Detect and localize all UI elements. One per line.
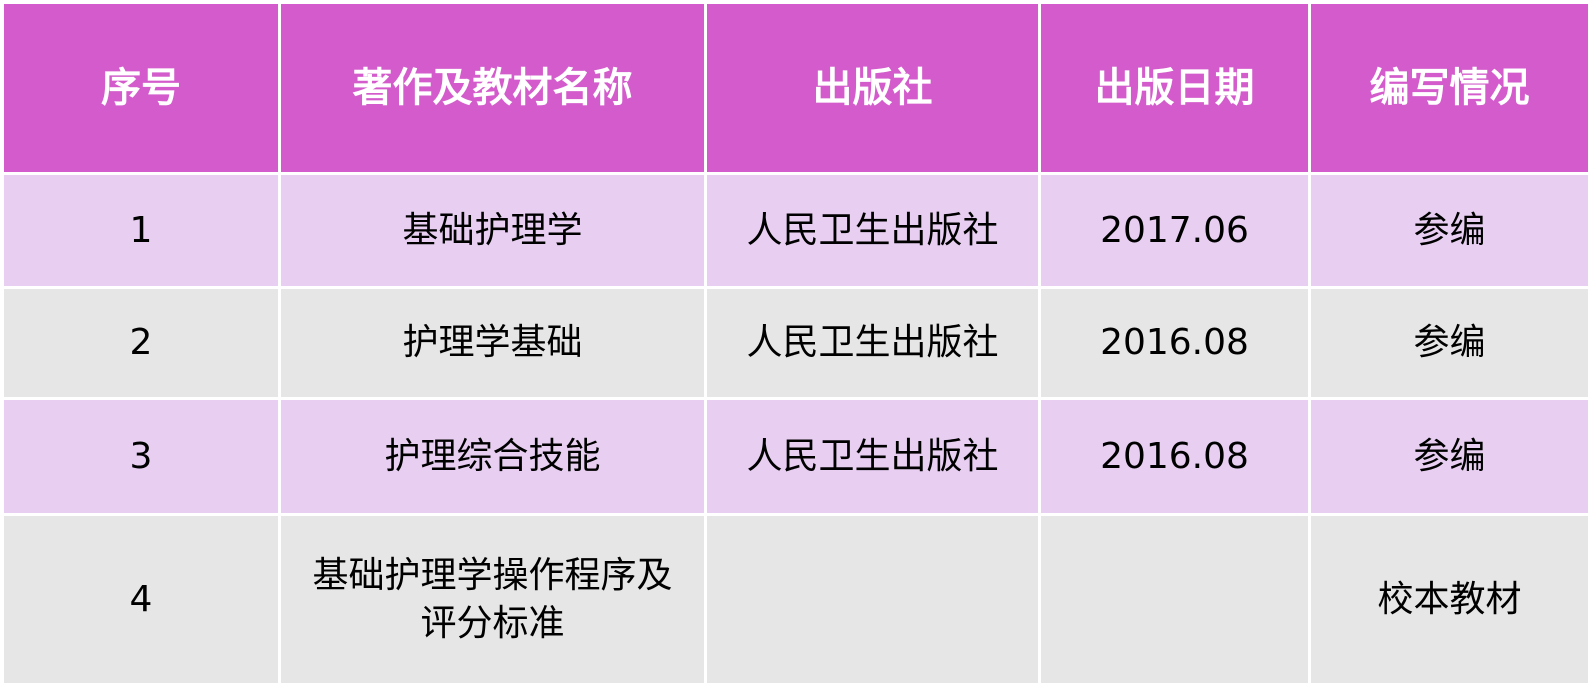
header-date: 出版日期: [1038, 1, 1311, 175]
cell-no: 1: [1, 172, 281, 289]
header-publisher: 出版社: [704, 1, 1041, 175]
cell-date: 2016.08: [1038, 397, 1311, 516]
cell-no: 4: [1, 513, 281, 686]
table-row: 4 基础护理学操作程序及评分标准 校本教材: [1, 513, 1591, 686]
cell-title: 基础护理学操作程序及评分标准: [278, 513, 707, 686]
header-title: 著作及教材名称: [278, 1, 707, 175]
table-row: 2 护理学基础 人民卫生出版社 2016.08 参编: [1, 286, 1591, 400]
header-row: 序号 著作及教材名称 出版社 出版日期 编写情况: [1, 1, 1591, 175]
header-role: 编写情况: [1308, 1, 1591, 175]
cell-no: 3: [1, 397, 281, 516]
cell-publisher: 人民卫生出版社: [704, 172, 1041, 289]
cell-title: 基础护理学: [278, 172, 707, 289]
table-row: 3 护理综合技能 人民卫生出版社 2016.08 参编: [1, 397, 1591, 516]
cell-role: 参编: [1308, 286, 1591, 400]
header-no: 序号: [1, 1, 281, 175]
cell-publisher: 人民卫生出版社: [704, 397, 1041, 516]
cell-publisher: 人民卫生出版社: [704, 286, 1041, 400]
cell-no: 2: [1, 286, 281, 400]
cell-title: 护理学基础: [278, 286, 707, 400]
cell-publisher: [704, 513, 1041, 686]
table-row: 1 基础护理学 人民卫生出版社 2017.06 参编: [1, 172, 1591, 289]
cell-role: 参编: [1308, 172, 1591, 289]
cell-date: [1038, 513, 1311, 686]
cell-date: 2016.08: [1038, 286, 1311, 400]
cell-role: 参编: [1308, 397, 1591, 516]
cell-title: 护理综合技能: [278, 397, 707, 516]
cell-date: 2017.06: [1038, 172, 1311, 289]
cell-role: 校本教材: [1308, 513, 1591, 686]
